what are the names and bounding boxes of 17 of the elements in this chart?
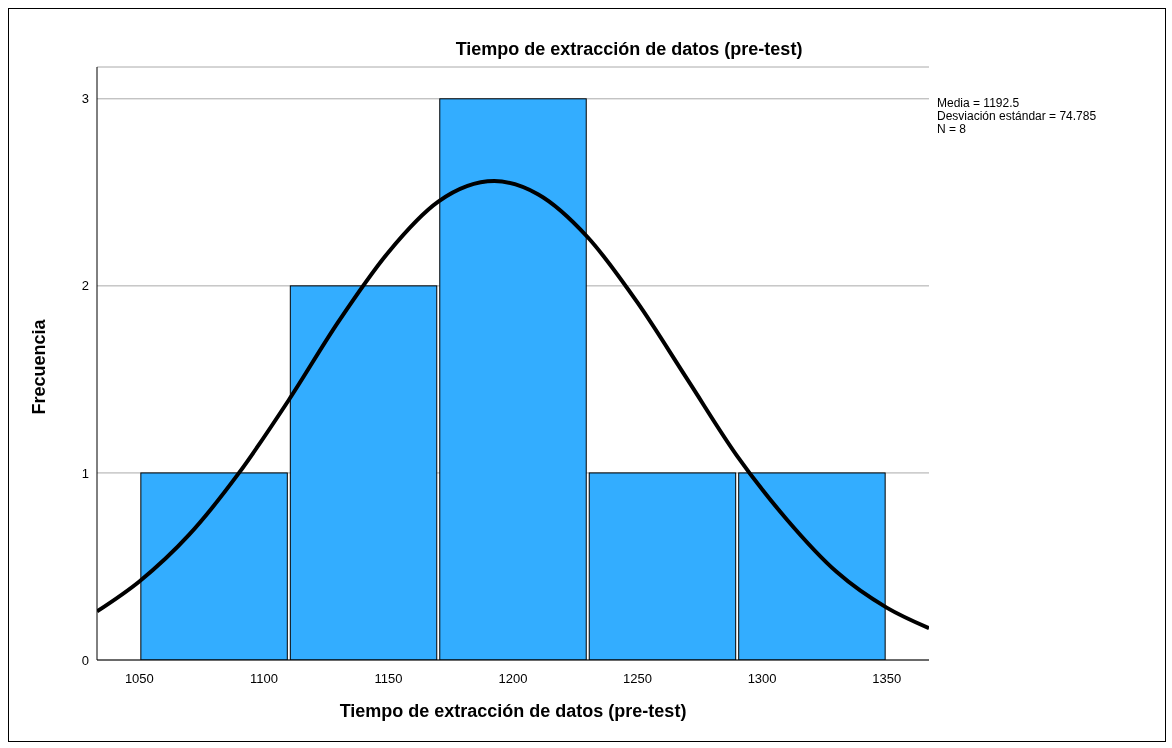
x-tick-label: 1250	[623, 671, 653, 687]
y-tick-label: 1	[81, 465, 89, 481]
x-tick-label: 1350	[872, 671, 902, 687]
text: Media = 1192.5	[937, 96, 1021, 110]
y-tick-label: 0	[81, 652, 89, 668]
x-tick-label: 1200	[498, 671, 528, 687]
y-tick-label: 2	[81, 278, 89, 294]
x-tick-label: 1300	[747, 671, 777, 687]
x-tick-label: 1050	[124, 671, 154, 687]
chart-title: Tiempo de extracción de datos (pre-test)	[454, 39, 804, 60]
x-tick-label: 1150	[374, 671, 403, 687]
x-axis-title: Tiempo de extracción de datos (pre-test)	[338, 701, 688, 722]
y-axis-title: Frecuencia	[28, 319, 50, 415]
text: N = 8	[937, 122, 967, 136]
x-tick-label: 1100	[249, 671, 278, 687]
text: Desviación estándar = 74.785	[937, 109, 1097, 123]
y-tick-label: 3	[81, 91, 89, 107]
